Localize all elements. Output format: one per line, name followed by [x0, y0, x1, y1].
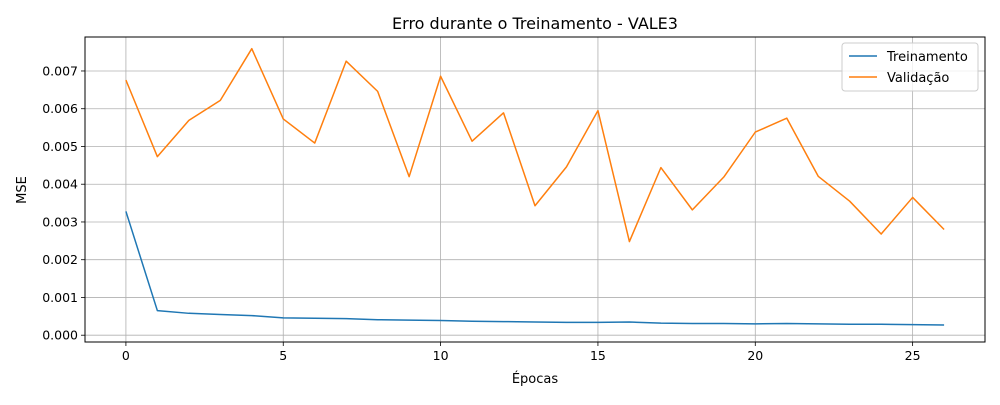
x-tick-label: 15 [590, 348, 606, 363]
y-tick-label: 0.001 [42, 290, 78, 305]
legend: Treinamento Validação [841, 42, 979, 92]
y-axis-ticks: 0.000 0.001 0.002 0.003 0.004 0.005 0.006 0.007 [42, 63, 85, 343]
x-tick-label: 0 [122, 348, 130, 363]
x-tick-label: 5 [279, 348, 287, 363]
plot-frame [84, 36, 986, 343]
grid-lines [85, 37, 985, 342]
y-tick-label: 0.004 [42, 177, 78, 192]
x-axis-label: Épocas [512, 371, 559, 387]
legend-label-validacao: Validação [887, 71, 949, 86]
legend-box [841, 42, 979, 92]
y-axis-label: MSE [15, 176, 30, 204]
y-tick-label: 0.003 [42, 214, 78, 229]
legend-label-treinamento: Treinamento [886, 50, 968, 65]
x-tick-label: 20 [747, 348, 763, 363]
x-axis-ticks: 0 5 10 15 20 25 [122, 342, 921, 363]
series-line-validacao [125, 47, 945, 243]
y-tick-label: 0.006 [42, 101, 78, 116]
series-line-treinamento [125, 211, 945, 326]
series-lines [125, 47, 945, 326]
chart-title: Erro durante o Treinamento - VALE3 [392, 14, 678, 33]
y-tick-label: 0.000 [42, 328, 78, 343]
y-tick-label: 0.007 [42, 63, 78, 78]
x-tick-label: 10 [433, 348, 449, 363]
x-tick-label: 25 [905, 348, 921, 363]
y-tick-label: 0.005 [42, 139, 78, 154]
y-tick-label: 0.002 [42, 252, 78, 267]
